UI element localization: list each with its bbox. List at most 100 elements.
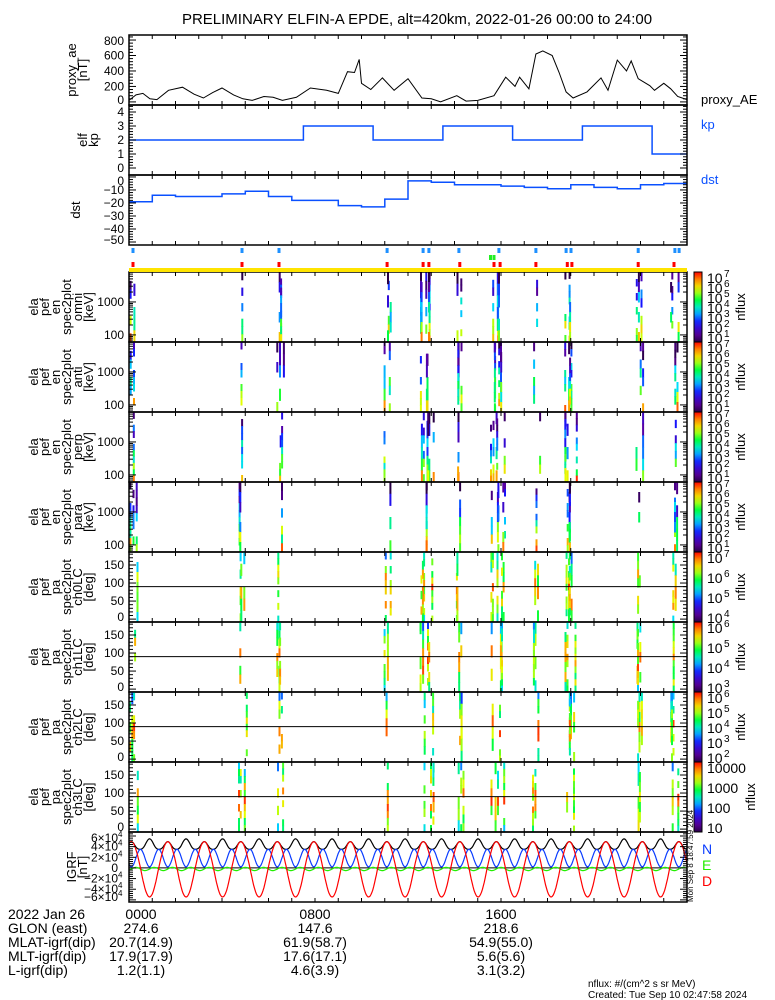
spectrogram-pixel [674,497,676,506]
spectrogram-pixel [419,356,422,364]
spectrogram-pixel [278,630,281,641]
y-tick-label: 100 [104,716,124,730]
red-orbit-marker [458,262,462,267]
spectrogram-pixel [419,674,422,684]
spectrogram-pixel [501,679,503,687]
spectrogram-pixel [422,435,425,444]
spectrogram-pixel [426,438,429,448]
spectrogram-pixel [568,542,571,553]
spectrogram-pixel [282,819,285,827]
spectrogram-pixel [642,435,645,448]
spectrogram-pixel [459,534,462,544]
spectrogram-pixel [677,768,680,776]
colorbar-tick-base: 10 [707,270,723,286]
spectrogram-pixel [498,272,500,285]
spectrogram-pixel [501,598,503,607]
spectrogram-pixel [534,769,537,777]
spectrogram-pixel [457,396,460,405]
spectrogram-pixel [388,403,391,413]
spectrogram-pixel [534,657,537,670]
spectrogram-pixel [575,418,578,426]
y-tick-label: 100 [104,646,124,660]
y-tick-label: 50 [111,594,125,608]
spectrogram-pixel [280,278,283,286]
spectrogram-pixel [383,342,386,355]
spectrogram-pixel [385,700,388,711]
spectrogram-pixel [419,398,422,406]
y-axis-label: pa [48,719,63,734]
spectrogram-pixel [243,790,246,798]
colorbar-tick-exp: 6 [724,689,730,700]
colorbar-label: nflux [733,573,748,601]
spectrogram-pixel [570,610,573,623]
spectrogram-pixel [459,508,462,518]
spectrogram-pixel [532,781,534,788]
spectrogram-pixel [425,272,428,282]
spectrogram-pixel [537,720,540,728]
spectrogram-pixel [427,664,429,672]
spectrogram-pixel [419,405,422,413]
ae-legend: proxy_AE [701,92,758,107]
spectrogram-pixel [672,564,675,572]
spectrogram-pixel [676,528,679,541]
spectrogram-pixel [635,447,638,460]
spectrogram-pixel [570,342,573,350]
y-axis-label: pef [37,508,52,526]
y-axis-label: [keV] [81,502,96,532]
spectrogram-pixel [427,629,429,637]
spectrogram-pixel [245,692,248,699]
spectrogram-pixel [281,534,283,544]
spectrogram-pixel [569,380,572,390]
spectrogram-pixel [490,450,492,458]
colorbar-tick-exp: 7 [724,549,730,560]
spectrogram-pixel [490,805,493,816]
spectrogram-pixel [422,427,425,436]
spectrogram-pixel [428,272,430,283]
colorbar-tick-exp: 1 [724,469,730,480]
colorbar-tick-exp: 1 [724,399,730,410]
side-stamp: Mon Sep 8 18:47:59 2024 [686,809,695,902]
spectrogram-pixel [674,450,677,460]
spectrogram-pixel [431,571,434,578]
spectrogram-pixel [503,464,506,474]
spectrogram-pixel [425,505,428,518]
spectrogram-pixel [383,469,386,477]
spectrogram-pixel [277,558,280,566]
panel-frame [128,411,688,483]
spectrogram-pixel [568,748,571,756]
spectrogram-pixel [671,762,674,772]
spectrogram-pixel [491,583,494,592]
spectrogram-pixel [638,812,641,823]
spectrogram-pixel [569,332,572,343]
spectrogram-pixel [568,734,571,742]
spectrogram-pixel [423,594,426,602]
spectrogram-pixel [498,392,501,400]
y-axis-label: spec2plot [59,629,74,685]
spectrogram-pixel [240,598,243,611]
y-tick-label: 0 [117,161,124,175]
spectrogram-pixel [389,482,392,495]
spectrogram-pixel [132,431,135,438]
igrf-F-line [128,838,688,850]
spectrogram-pixel [132,462,135,470]
spectrogram-pixel [532,819,534,827]
spectrogram-pixel [570,598,573,611]
spectrogram-pixel [574,653,577,661]
spectrogram-pixel [637,671,639,679]
spectrogram-pixel [388,385,391,396]
spectrogram-pixel [432,816,435,825]
spectrogram-pixel [490,612,493,623]
spectrogram-pixel [564,438,567,448]
colorbar-tick-exp: 4 [724,369,730,380]
spectrogram-pixel [676,540,679,553]
y-axis-label: dst [68,201,83,219]
spectrogram-pixel [534,569,537,579]
spectrogram-pixel [504,482,506,490]
colorbar-label: nflux [733,293,748,321]
spectrogram-pixel [674,396,677,405]
spectrogram-pixel [278,727,281,737]
spectrogram-pixel [635,335,638,343]
spectrogram-pixel [496,613,499,623]
spectrogram-pixel [423,800,426,810]
colorbar-tick-exp: 4 [724,509,730,520]
